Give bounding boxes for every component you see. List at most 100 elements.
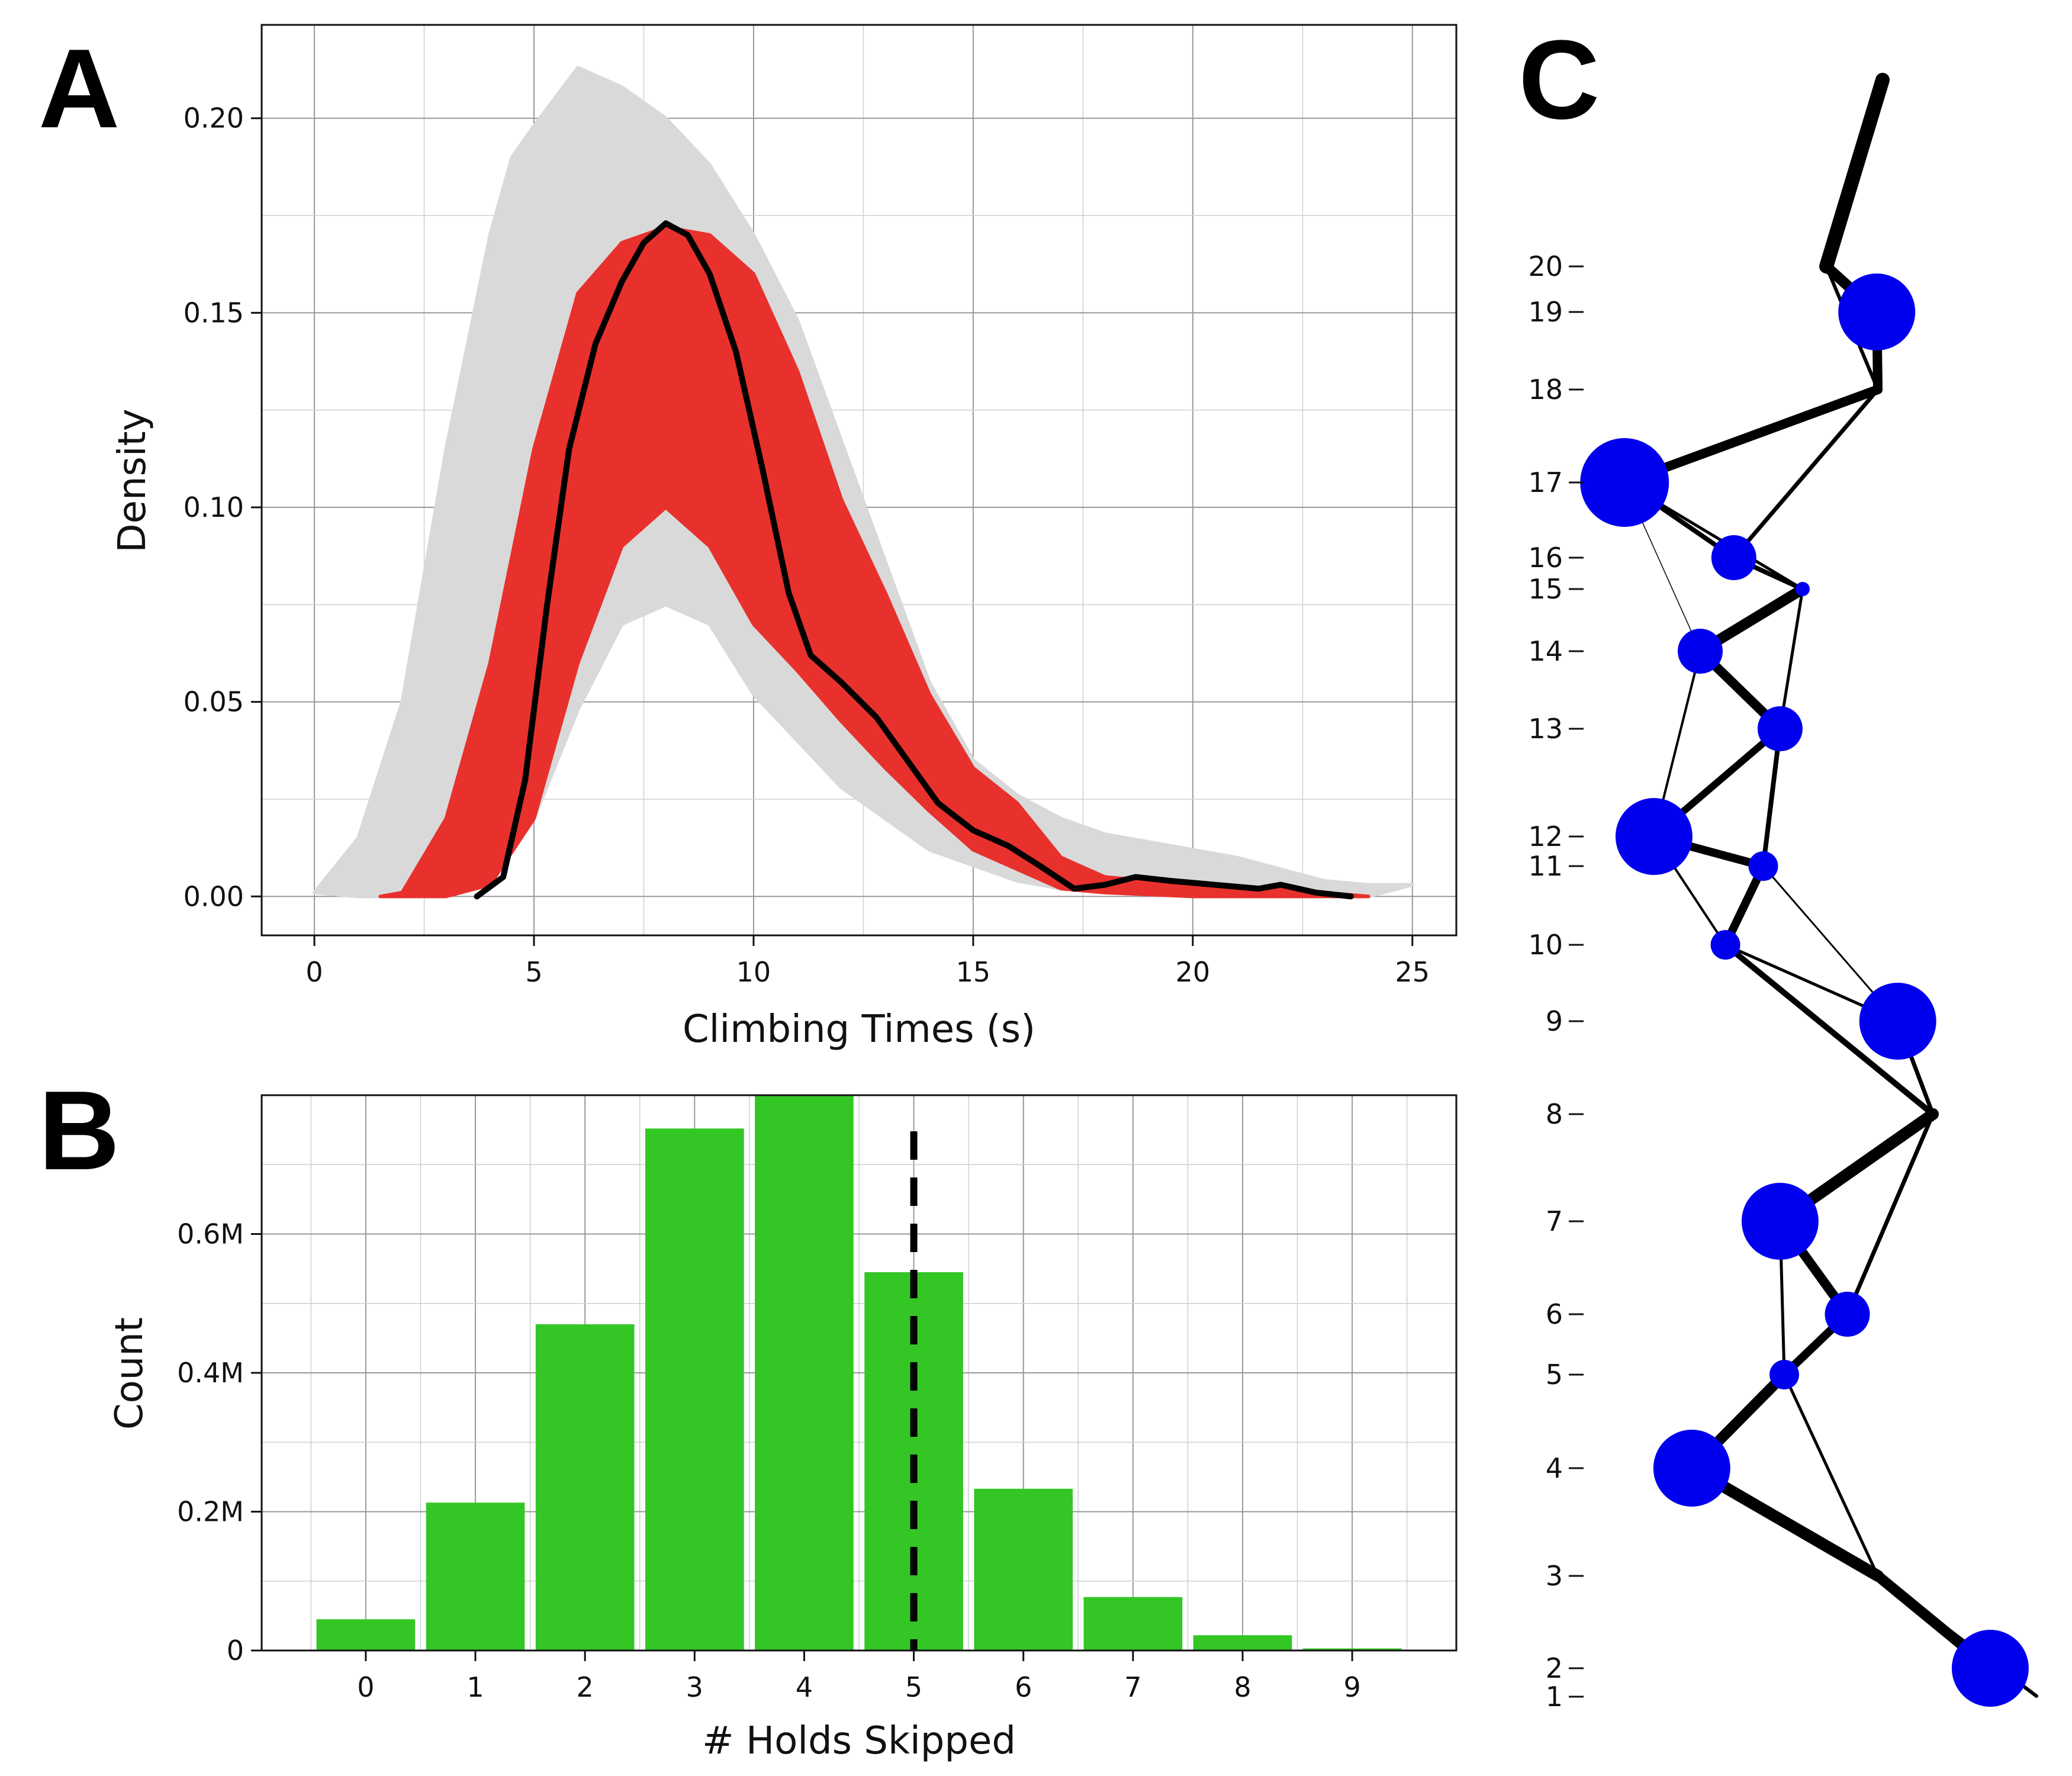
route-nodes	[1580, 274, 2029, 1707]
route-edge	[1845, 1112, 1935, 1317]
panel-c-label: C	[1518, 17, 1600, 143]
route-edge	[1732, 387, 1880, 560]
x-tick-label: 0	[305, 956, 323, 988]
hold-tick-label: 6	[1546, 1298, 1563, 1330]
hold-tick-label: 10	[1528, 929, 1563, 961]
hold-tick-label: 15	[1528, 573, 1563, 605]
hold-node-10	[1710, 930, 1740, 960]
grey-density-band	[313, 66, 1414, 899]
hold-tick-label: 13	[1528, 713, 1563, 745]
y-tick-label: 0.00	[184, 880, 244, 912]
density-y-ticks: 0.00 0.05 0.10 0.15 0.20	[184, 102, 262, 912]
hold-node-9	[1859, 983, 1936, 1060]
histogram-x-axis-title: # Holds Skipped	[702, 1719, 1016, 1763]
density-y-axis-title: Density	[111, 408, 155, 552]
route-edge	[1783, 1373, 1880, 1578]
y-tick-label: 0.05	[184, 686, 244, 718]
bar-2	[535, 1324, 635, 1650]
x-tick-label: 15	[956, 956, 991, 988]
bar-6	[974, 1488, 1073, 1650]
hold-node-17	[1580, 438, 1669, 527]
panel-b-label: B	[38, 1068, 120, 1193]
route-edge	[1819, 73, 1890, 274]
x-tick-label: 6	[1015, 1671, 1032, 1703]
x-tick-label: 2	[577, 1671, 594, 1703]
bar-0	[316, 1619, 416, 1650]
density-x-ticks: 0 5 10 15 20 25	[305, 935, 1430, 988]
density-x-axis-title: Climbing Times (s)	[683, 1008, 1035, 1051]
bar-9	[1302, 1648, 1402, 1650]
route-edge	[1722, 942, 1936, 1117]
mean-density-line	[474, 220, 1354, 900]
hold-node-7	[1741, 1183, 1819, 1260]
y-tick-label: 0.10	[184, 491, 244, 523]
hold-node-16	[1711, 535, 1756, 580]
hold-tick-label: 2	[1546, 1652, 1563, 1684]
x-tick-label: 1	[466, 1671, 484, 1703]
bar-1	[426, 1502, 525, 1650]
bar-4	[755, 1095, 854, 1650]
mean-density-curve	[474, 220, 1354, 900]
route-edge	[1620, 385, 1883, 487]
hold-tick-label: 9	[1546, 1005, 1563, 1037]
hold-tick-label: 20	[1528, 250, 1563, 282]
hold-node-19	[1838, 274, 1916, 350]
grey-envelope-area	[313, 66, 1414, 899]
x-tick-label: 4	[796, 1671, 813, 1703]
hold-tick-label: 4	[1546, 1452, 1563, 1484]
y-tick-label: 0	[227, 1635, 244, 1666]
y-tick-label: 0.20	[184, 102, 244, 134]
hold-node-2	[1951, 1630, 2029, 1707]
hold-tick-label: 8	[1546, 1098, 1563, 1130]
x-tick-label: 7	[1124, 1671, 1141, 1703]
histogram-gridlines	[262, 1095, 1456, 1650]
x-tick-label: 10	[736, 956, 771, 988]
hold-node-13	[1757, 706, 1803, 751]
hold-node-11	[1748, 851, 1778, 881]
hold-tick-label: 5	[1546, 1359, 1563, 1391]
route-edge	[1761, 726, 1783, 868]
hold-node-15	[1796, 582, 1810, 596]
hold-node-4	[1653, 1430, 1730, 1507]
hold-tick-label: 11	[1528, 850, 1563, 882]
x-tick-label: 0	[357, 1671, 374, 1703]
density-plot-frame	[260, 24, 1458, 937]
histogram-bars	[316, 1095, 1402, 1650]
x-tick-label: 20	[1176, 956, 1211, 988]
x-tick-label: 5	[525, 956, 542, 988]
x-tick-label: 5	[905, 1671, 922, 1703]
holds-histogram: 0 1 2 3 4 5 6 7 8 9 0 0.2M 0.4M 0.6M # Holds Skipped…	[108, 1094, 1458, 1763]
hold-tick-label: 18	[1528, 374, 1563, 406]
histogram-y-axis-title: Count	[108, 1317, 152, 1430]
hold-tick-label: 12	[1528, 821, 1563, 852]
hold-tick-label: 1	[1546, 1681, 1563, 1713]
y-tick-label: 0.4M	[177, 1357, 244, 1389]
hold-tick-label: 3	[1546, 1560, 1563, 1592]
histogram-y-ticks: 0 0.2M 0.4M 0.6M	[177, 1218, 262, 1666]
hold-tick-label: 14	[1528, 635, 1563, 667]
hold-node-12	[1615, 798, 1693, 875]
hold-node-14	[1678, 629, 1723, 674]
x-tick-label: 25	[1395, 956, 1430, 988]
y-tick-label: 0.6M	[177, 1218, 244, 1250]
hold-tick-label: 16	[1528, 542, 1563, 574]
hold-tick-label: 19	[1528, 296, 1563, 328]
histogram-x-ticks: 0 1 2 3 4 5 6 7 8 9	[357, 1650, 1361, 1703]
x-tick-label: 9	[1343, 1671, 1360, 1703]
y-tick-label: 0.2M	[177, 1496, 244, 1528]
hold-node-5	[1769, 1360, 1799, 1389]
hold-node-6	[1825, 1292, 1870, 1337]
bar-7	[1083, 1597, 1183, 1650]
density-chart: 0 5 10 15 20 25 0.00 0.05 0.10 0.15 0.20 Climbing…	[111, 24, 1458, 1051]
y-tick-label: 0.15	[184, 297, 244, 329]
x-tick-label: 3	[686, 1671, 703, 1703]
bar-8	[1193, 1635, 1292, 1650]
bar-3	[645, 1128, 744, 1650]
x-tick-label: 8	[1234, 1671, 1251, 1703]
route-edge	[1778, 587, 1804, 731]
hold-tick-label: 17	[1528, 466, 1563, 498]
panel-a-label: A	[38, 26, 120, 152]
